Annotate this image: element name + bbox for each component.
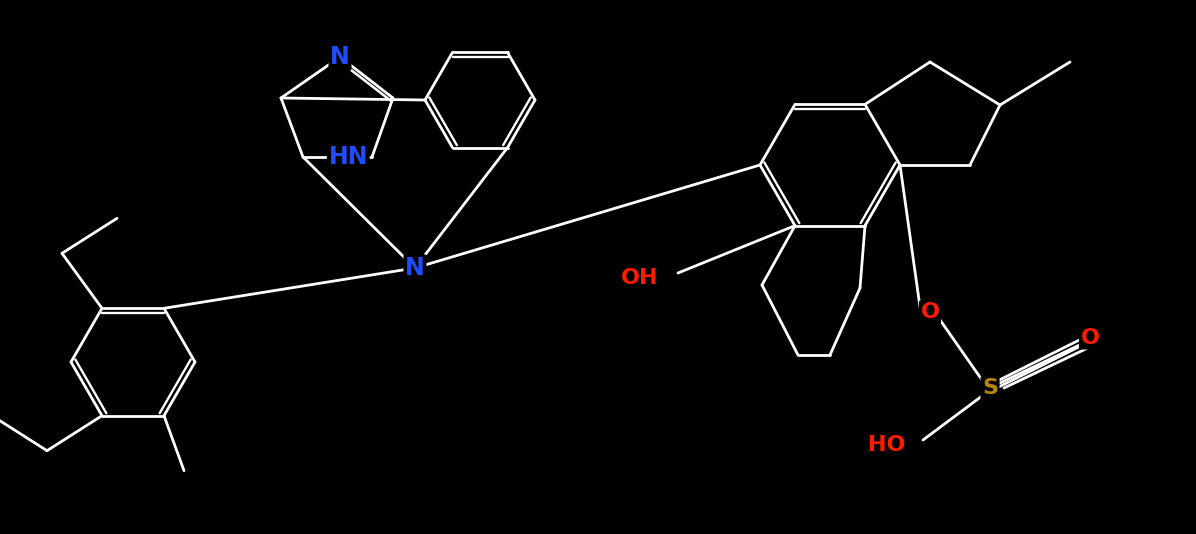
Text: O: O	[921, 302, 940, 322]
Text: S: S	[982, 378, 997, 398]
Text: HO: HO	[867, 435, 905, 455]
Text: O: O	[1080, 328, 1099, 348]
Text: N: N	[405, 256, 425, 280]
Text: N: N	[330, 45, 350, 69]
Text: OH: OH	[621, 268, 658, 288]
Text: HN: HN	[329, 145, 368, 169]
